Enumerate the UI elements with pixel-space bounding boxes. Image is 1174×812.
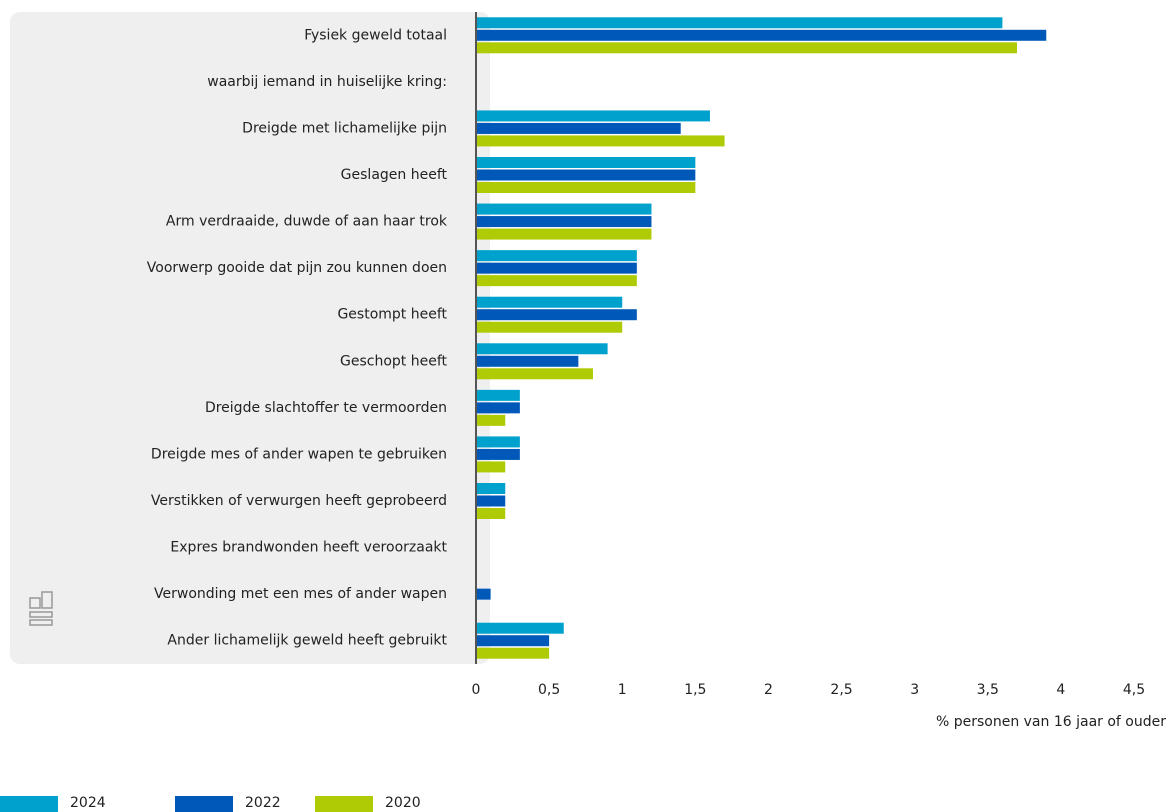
legend-swatch <box>175 796 233 812</box>
x-tick-label: 4,5 <box>1123 682 1145 698</box>
label-panel <box>10 12 490 664</box>
bar <box>476 402 520 414</box>
bar <box>476 42 1018 54</box>
bar <box>476 203 652 215</box>
bar <box>476 309 637 321</box>
x-tick-label: 2 <box>764 682 773 698</box>
x-tick-label: 1 <box>618 682 627 698</box>
bar <box>476 122 681 134</box>
y-tick-label: Geschopt heeft <box>340 353 448 369</box>
bar <box>476 495 506 507</box>
bar <box>476 635 550 647</box>
logo <box>29 591 53 626</box>
bar <box>476 508 506 519</box>
bar <box>476 17 1003 29</box>
bar <box>476 355 579 367</box>
bar <box>476 29 1047 41</box>
y-tick-label: Fysiek geweld totaal <box>304 27 447 43</box>
x-tick-label: 1,5 <box>684 682 706 698</box>
x-tick-label: 0,5 <box>538 682 560 698</box>
y-tick-label: Arm verdraaide, duwde of aan haar trok <box>166 214 448 230</box>
bar <box>476 389 520 401</box>
y-tick-label: Verstikken of verwurgen heeft geprobeerd <box>151 493 447 509</box>
bar <box>476 110 710 122</box>
y-tick-label: Verwonding met een mes of ander wapen <box>154 586 447 602</box>
bar <box>476 461 506 473</box>
y-tick-label: Dreigde slachtoffer te vermoorden <box>205 400 447 416</box>
legend-swatch <box>315 796 373 812</box>
bar <box>476 483 506 494</box>
bar <box>476 622 564 634</box>
bar <box>476 414 506 426</box>
y-tick-label: Geslagen heeft <box>341 167 448 183</box>
bar <box>476 135 725 147</box>
legend-swatch <box>0 796 58 812</box>
x-tick-label: 3 <box>910 682 919 698</box>
y-tick-label: Dreigde met lichamelijke pijn <box>242 120 447 136</box>
x-tick-label: 0 <box>472 682 481 698</box>
legend-label: 2022 <box>245 795 281 811</box>
bar <box>476 275 637 287</box>
bar <box>476 321 623 333</box>
legend-label: 2020 <box>385 795 421 811</box>
y-tick-label: Dreigde mes of ander wapen te gebruiken <box>151 446 447 462</box>
y-tick-label: Expres brandwonden heeft veroorzaakt <box>170 540 447 556</box>
y-tick-label: Voorwerp gooide dat pijn zou kunnen doen <box>147 260 447 276</box>
y-tick-label: waarbij iemand in huiselijke kring: <box>207 74 447 90</box>
y-tick-label: Ander lichamelijk geweld heeft gebruikt <box>167 633 447 649</box>
bar <box>476 250 637 262</box>
bar <box>476 216 652 228</box>
bar <box>476 157 696 168</box>
bar <box>476 588 491 600</box>
x-tick-label: 2,5 <box>830 682 852 698</box>
bar <box>476 368 593 380</box>
bar <box>476 228 652 240</box>
bar <box>476 182 696 193</box>
bar <box>476 343 608 355</box>
x-tick-label: 3,5 <box>977 682 999 698</box>
bar <box>476 262 637 274</box>
bar <box>476 296 623 308</box>
bar <box>476 436 520 448</box>
x-tick-label: 4 <box>1056 682 1065 698</box>
bar <box>476 169 696 181</box>
x-axis-title: % personen van 16 jaar of ouder <box>936 714 1166 730</box>
y-tick-label: Gestompt heeft <box>337 307 447 323</box>
legend-label: 2024 <box>70 795 106 811</box>
bar <box>476 647 550 659</box>
bar <box>476 448 520 460</box>
